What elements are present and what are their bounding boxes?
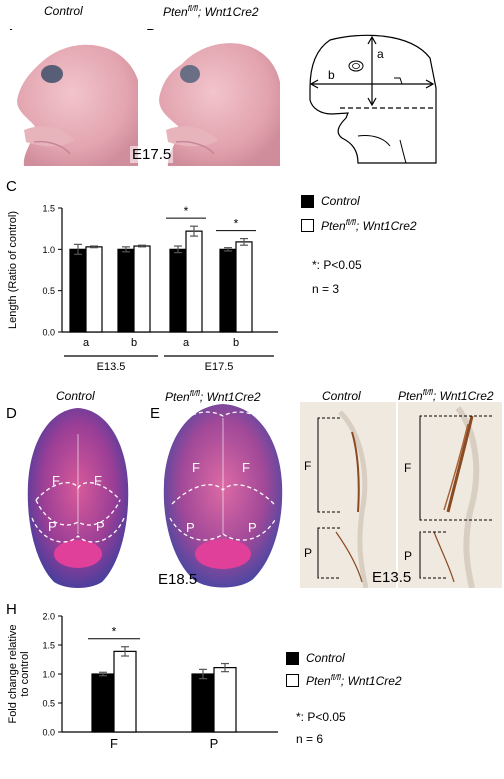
- histology-mutant: F P: [398, 402, 502, 588]
- bar-control: [117, 248, 135, 333]
- skull-e-label-f-left: F: [192, 460, 200, 475]
- skull-stain-control: F F P P: [27, 408, 129, 588]
- bar-control: [69, 248, 87, 333]
- panel-letter-h: H: [6, 601, 17, 618]
- legend-h-control-label: Control: [306, 651, 345, 665]
- skull-d-label-p-right: P: [96, 519, 105, 534]
- stage-label-e17-5: E17.5: [130, 146, 174, 163]
- y-tick-label: 1.0: [42, 245, 55, 255]
- legend-c-control-swatch: [301, 194, 314, 208]
- significance-star: *: [184, 204, 189, 218]
- bar-control: [169, 248, 187, 333]
- legend-h-mutant-label: Ptenfl/fl; Wnt1Cre2: [306, 673, 402, 688]
- schematic-label-b: b: [328, 68, 335, 82]
- bar-control: [191, 673, 215, 733]
- skull-d-label-f-left: F: [52, 473, 60, 488]
- panel-letter-c: C: [6, 178, 17, 195]
- chart-panel-h: 0.0 0.5 1.0 1.5 2.0 Fold change relative to co…: [7, 612, 278, 751]
- x-category-label: P: [210, 736, 219, 751]
- schematic-eye: [348, 60, 364, 72]
- histology-control: F P: [300, 402, 396, 588]
- y-axis-label: to control: [19, 651, 31, 696]
- y-tick-label: 2.0: [42, 612, 55, 622]
- legend-h-n: n = 6: [296, 732, 324, 746]
- histo-g-label-p: P: [404, 549, 412, 563]
- y-axis-label: Length (Ratio of control): [7, 211, 19, 329]
- y-tick-label: 0.5: [42, 699, 55, 709]
- panel-f-title: Control: [322, 389, 361, 403]
- x-category-label: a: [183, 337, 190, 349]
- skull-d-label-p-left: P: [48, 519, 57, 534]
- head-measurement-schematic: a b: [309, 34, 437, 164]
- bar-mutant: [235, 241, 253, 333]
- legend-c-mutant: Ptenfl/fl; Wnt1Cre2: [301, 218, 417, 233]
- y-tick-label: 0.0: [42, 328, 55, 338]
- legend-c-n: n = 3: [312, 282, 340, 296]
- bar-control: [219, 248, 237, 333]
- chart-panel-c: 0.0 0.5 1.0 1.5 Length (Ratio of control) a b a…: [7, 204, 278, 373]
- legend-c-stat: *: P<0.05: [312, 258, 362, 272]
- schematic-label-a: a: [377, 47, 384, 61]
- panel-d-title: Control: [56, 389, 95, 403]
- bar-mutant: [213, 667, 237, 733]
- embryo-photo-control: [4, 30, 140, 166]
- histo-f-label-f: F: [304, 459, 311, 473]
- legend-h-mutant-swatch: [286, 674, 299, 687]
- panel-e-title: Ptenfl/fl; Wnt1Cre2: [165, 389, 261, 404]
- bar-control: [91, 673, 115, 733]
- legend-c-mutant-label: Ptenfl/fl; Wnt1Cre2: [321, 218, 417, 233]
- embryo-photo-mutant: [146, 30, 282, 166]
- panel-letter-d: D: [6, 405, 17, 422]
- group-label: E13.5: [97, 361, 126, 373]
- y-tick-label: 1.5: [42, 641, 55, 651]
- panel-b-title: Ptenfl/fl; Wnt1Cre2: [163, 4, 259, 19]
- skull-e-label-f-right: F: [242, 460, 250, 475]
- y-tick-label: 1.5: [42, 204, 55, 214]
- legend-h-control-swatch: [286, 651, 299, 665]
- skull-e-label-p-right: P: [248, 520, 257, 535]
- legend-h-stat: *: P<0.05: [296, 710, 346, 724]
- histo-f-label-p: P: [304, 546, 312, 560]
- significance-star: *: [112, 625, 117, 639]
- y-axis-label: Fold change relative: [7, 624, 19, 723]
- stage-label-e18-5: E18.5: [158, 571, 198, 588]
- panel-a-title: Control: [44, 4, 83, 18]
- x-category-label: a: [83, 337, 90, 349]
- panel-letter-e: E: [150, 405, 161, 422]
- group-label: E17.5: [205, 361, 234, 373]
- bar-mutant: [133, 245, 151, 333]
- panel-g-title: Ptenfl/fl; Wnt1Cre2: [398, 388, 494, 403]
- histo-g-label-f: F: [404, 461, 411, 475]
- skull-stain-mutant: F F P P: [163, 404, 283, 588]
- skull-d-label-f-right: F: [94, 473, 102, 488]
- skull-e-label-p-left: P: [186, 520, 195, 535]
- legend-c-control: Control: [301, 194, 360, 208]
- legend-h-control: Control: [286, 651, 345, 665]
- legend-c-control-label: Control: [321, 194, 360, 208]
- stage-label-e13-5: E13.5: [372, 569, 412, 586]
- bar-mutant: [85, 246, 103, 333]
- bar-mutant: [185, 230, 203, 333]
- bar-mutant: [113, 650, 137, 733]
- legend-h-mutant: Ptenfl/fl; Wnt1Cre2: [286, 673, 402, 688]
- y-tick-label: 1.0: [42, 670, 55, 680]
- x-category-label: b: [233, 337, 239, 349]
- x-category-label: b: [131, 337, 137, 349]
- significance-star: *: [234, 217, 239, 231]
- schematic-outline: [309, 34, 437, 164]
- y-tick-label: 0.0: [42, 728, 55, 738]
- legend-c-mutant-swatch: [301, 219, 314, 232]
- x-category-label: F: [110, 736, 118, 751]
- y-tick-label: 0.5: [42, 286, 55, 296]
